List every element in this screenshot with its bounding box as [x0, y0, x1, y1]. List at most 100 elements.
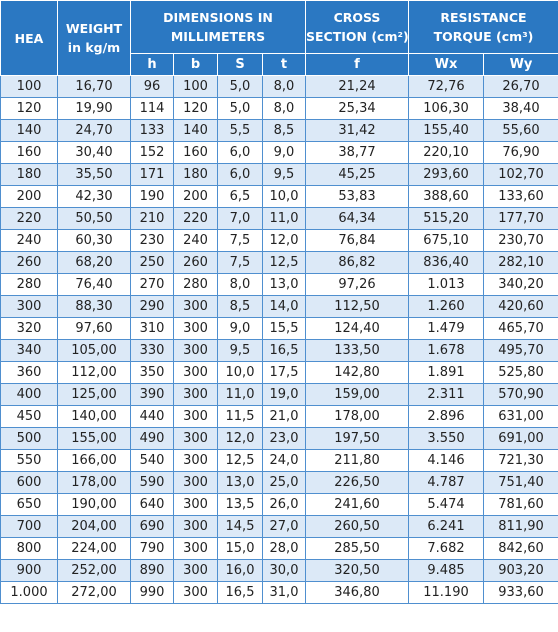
table-cell: 180 — [173, 163, 218, 186]
table-cell: 252,00 — [57, 559, 131, 582]
table-cell: 800 — [0, 537, 58, 560]
table-cell: 420,60 — [483, 295, 558, 318]
table-cell: 224,00 — [57, 537, 131, 560]
table-cell: 300 — [173, 537, 218, 560]
table-cell: 76,90 — [483, 141, 558, 164]
table-row: 280 76,40 270 280 8,0 13,0 97,26 1.013 340,20 — [0, 273, 558, 296]
table-cell: 300 — [173, 339, 218, 362]
table-cell: 290 — [130, 295, 174, 318]
table-cell: 8,0 — [262, 75, 306, 98]
table-row: 400 125,00 390 300 11,0 19,0 159,00 2.311 570,90 — [0, 383, 558, 406]
table-cell: 390 — [130, 383, 174, 406]
table-cell: 38,77 — [305, 141, 409, 164]
table-row: 1.000 272,00 990 300 16,5 31,0 346,80 11.190 933… — [0, 581, 558, 604]
table-cell: 903,20 — [483, 559, 558, 582]
table-cell: 300 — [173, 581, 218, 604]
table-cell: 690 — [130, 515, 174, 538]
table-cell: 300 — [173, 295, 218, 318]
table-cell: 691,00 — [483, 427, 558, 450]
table-cell: 6,5 — [217, 185, 263, 208]
table-cell: 112,50 — [305, 295, 409, 318]
table-cell: 142,80 — [305, 361, 409, 384]
table-cell: 836,40 — [408, 251, 484, 274]
table-row: 180 35,50 171 180 6,0 9,5 45,25 293,60 102,70 — [0, 163, 558, 186]
header-line: TORQUE (cm³) — [433, 29, 534, 44]
table-cell: 300 — [173, 471, 218, 494]
table-cell: 120 — [173, 97, 218, 120]
table-cell: 1.678 — [408, 339, 484, 362]
table-cell: 14,0 — [262, 295, 306, 318]
table-cell: 140,00 — [57, 405, 131, 428]
table-row: 120 19,90 114 120 5,0 8,0 25,34 106,30 38,40 — [0, 97, 558, 120]
table-row: 550 166,00 540 300 12,5 24,0 211,80 4.146 721,30 — [0, 449, 558, 472]
header-cell: WEIGHT in kg/m — [57, 0, 131, 76]
header-cell: DIMENSIONS IN MILLIMETERS — [130, 0, 306, 54]
table-cell: 13,0 — [262, 273, 306, 296]
table-cell: 159,00 — [305, 383, 409, 406]
table-cell: 30,40 — [57, 141, 131, 164]
table-cell: 16,5 — [262, 339, 306, 362]
table-cell: 178,00 — [305, 405, 409, 428]
table-cell: 280 — [173, 273, 218, 296]
table-cell: 100 — [0, 75, 58, 98]
steel-table: HEA WEIGHT in kg/m DIMENSIONS IN MILLIMETERS… — [0, 0, 558, 604]
table-cell: 114 — [130, 97, 174, 120]
table-cell: 300 — [173, 449, 218, 472]
table-cell: 19,0 — [262, 383, 306, 406]
table-cell: 282,10 — [483, 251, 558, 274]
table-cell: 400 — [0, 383, 58, 406]
table-cell: 55,60 — [483, 119, 558, 142]
table-cell: 900 — [0, 559, 58, 582]
table-cell: 120 — [0, 97, 58, 120]
table-cell: 440 — [130, 405, 174, 428]
table-cell: 272,00 — [57, 581, 131, 604]
table-cell: 1.260 — [408, 295, 484, 318]
table-cell: 16,0 — [217, 559, 263, 582]
table-row: 340 105,00 330 300 9,5 16,5 133,50 1.678 495,70 — [0, 339, 558, 362]
subheader-cell: Wy — [483, 53, 558, 76]
table-cell: 700 — [0, 515, 58, 538]
header-line: WEIGHT — [65, 21, 123, 36]
table-cell: 320 — [0, 317, 58, 340]
table-cell: 86,82 — [305, 251, 409, 274]
table-cell: 13,0 — [217, 471, 263, 494]
table-cell: 230 — [130, 229, 174, 252]
table-cell: 640 — [130, 493, 174, 516]
table-cell: 68,20 — [57, 251, 131, 274]
table-cell: 19,90 — [57, 97, 131, 120]
table-cell: 515,20 — [408, 207, 484, 230]
table-cell: 133,60 — [483, 185, 558, 208]
table-cell: 260,50 — [305, 515, 409, 538]
table-cell: 45,25 — [305, 163, 409, 186]
table-cell: 9.485 — [408, 559, 484, 582]
table-cell: 220 — [173, 207, 218, 230]
table-cell: 226,50 — [305, 471, 409, 494]
header-cell: HEA — [0, 0, 58, 76]
table-cell: 3.550 — [408, 427, 484, 450]
table-cell: 241,60 — [305, 493, 409, 516]
table-cell: 21,0 — [262, 405, 306, 428]
table-cell: 10,0 — [262, 185, 306, 208]
table-cell: 300 — [173, 405, 218, 428]
table-cell: 12,0 — [217, 427, 263, 450]
subheader-cell: t — [262, 53, 306, 76]
table-cell: 160 — [0, 141, 58, 164]
subheader-cell: b — [173, 53, 218, 76]
table-cell: 7,0 — [217, 207, 263, 230]
table-cell: 220,10 — [408, 141, 484, 164]
table-cell: 211,80 — [305, 449, 409, 472]
table-cell: 9,0 — [262, 141, 306, 164]
table-cell: 721,30 — [483, 449, 558, 472]
table-cell: 360 — [0, 361, 58, 384]
table-cell: 16,5 — [217, 581, 263, 604]
subheader-cell: f — [305, 53, 409, 76]
table-row: 300 88,30 290 300 8,5 14,0 112,50 1.260 420,60 — [0, 295, 558, 318]
table-cell: 300 — [173, 427, 218, 450]
table-cell: 102,70 — [483, 163, 558, 186]
table-cell: 781,60 — [483, 493, 558, 516]
table-header: HEA WEIGHT in kg/m DIMENSIONS IN MILLIMETERS… — [0, 0, 558, 76]
table-row: 650 190,00 640 300 13,5 26,0 241,60 5.474 781,60 — [0, 493, 558, 516]
table-cell: 76,84 — [305, 229, 409, 252]
table-cell: 21,24 — [305, 75, 409, 98]
table-cell: 190 — [130, 185, 174, 208]
